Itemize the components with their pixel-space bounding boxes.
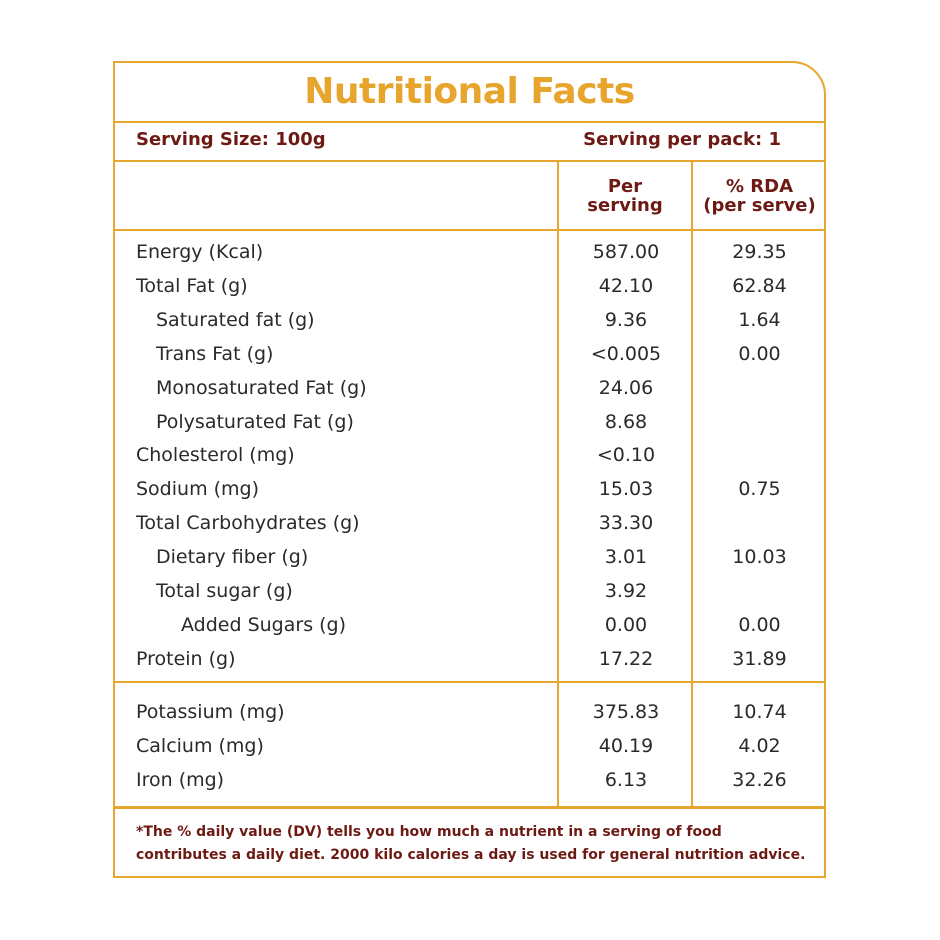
nutrient-name: Total Fat (g) <box>136 274 248 297</box>
table-row: Cholesterol (mg) <0.10 <box>115 438 824 472</box>
column-header-line: Per <box>607 176 643 197</box>
nutrient-name: Energy (Kcal) <box>136 241 264 263</box>
nutrition-facts-panel: Nutritional Facts Serving Size: 100g Ser… <box>113 61 826 878</box>
table-row: Total Carbohydrates (g) 33.30 <box>115 506 824 540</box>
footnote: *The % daily value (DV) tells you how mu… <box>136 824 806 863</box>
nutrient-name: Dietary fiber (g) <box>156 546 309 569</box>
rda-value: 1.64 <box>738 308 781 331</box>
column-divider <box>691 160 693 808</box>
serving-size: Serving Size: 100g <box>136 129 326 150</box>
column-header-line: serving <box>587 195 663 216</box>
table-row: Polysaturated Fat (g) 8.68 <box>115 405 824 439</box>
nutrient-name: Monosaturated Fat (g) <box>156 376 367 399</box>
column-header-per-serving: Per serving <box>559 177 691 215</box>
nutrient-name: Potassium (mg) <box>136 701 285 723</box>
table-row: Calcium (mg) 40.19 4.02 <box>115 729 824 763</box>
rda-value: 10.74 <box>732 701 787 723</box>
nutrient-name: Saturated fat (g) <box>156 308 315 331</box>
column-header-rda: % RDA (per serve) <box>693 177 826 215</box>
rda-value: 0.00 <box>738 342 781 365</box>
table-row: Energy (Kcal) 587.00 29.35 <box>115 235 824 269</box>
nutrient-name: Trans Fat (g) <box>156 342 274 365</box>
nutrient-name: Total Carbohydrates (g) <box>136 512 360 535</box>
table-row: Iron (mg) 6.13 32.26 <box>115 763 824 797</box>
per-serving-value: 3.01 <box>604 546 648 569</box>
divider <box>115 681 824 683</box>
per-serving-value: 9.36 <box>604 308 648 331</box>
divider <box>115 229 824 231</box>
per-serving-value: 587.00 <box>592 241 660 263</box>
rda-value: 4.02 <box>738 735 781 757</box>
nutrient-name: Cholesterol (mg) <box>136 444 295 467</box>
table-row: Total Fat (g) 42.10 62.84 <box>115 269 824 303</box>
per-serving-value: 0.00 <box>604 613 648 636</box>
table-row: Protein (g) 17.22 31.89 <box>115 642 824 676</box>
rda-value: 10.03 <box>732 546 787 569</box>
nutrient-name: Total sugar (g) <box>156 580 293 602</box>
nutrient-name: Calcium (mg) <box>136 735 264 757</box>
per-serving-value: 375.83 <box>592 701 660 723</box>
per-serving-value: 6.13 <box>604 769 648 791</box>
per-serving-value: <0.005 <box>590 342 662 365</box>
table-row: Monosaturated Fat (g) 24.06 <box>115 371 824 405</box>
divider <box>115 806 824 809</box>
nutrient-name: Polysaturated Fat (g) <box>156 410 354 433</box>
table-row: Potassium (mg) 375.83 10.74 <box>115 695 824 729</box>
per-serving-value: 3.92 <box>604 580 648 602</box>
rda-value: 31.89 <box>732 647 787 670</box>
per-serving-value: 8.68 <box>604 410 648 433</box>
nutrient-name: Added Sugars (g) <box>181 613 347 636</box>
column-header-line: (per serve) <box>703 195 816 216</box>
table-row: Trans Fat (g) <0.005 0.00 <box>115 337 824 371</box>
table-row: Added Sugars (g) 0.00 0.00 <box>115 608 824 642</box>
nutrient-name: Iron (mg) <box>136 769 225 791</box>
table-row: Total sugar (g) 3.92 <box>115 574 824 608</box>
nutrient-name: Protein (g) <box>136 647 236 670</box>
per-serving-value: 24.06 <box>598 376 654 399</box>
divider <box>115 121 824 123</box>
per-serving-value: 40.19 <box>598 735 654 757</box>
per-serving-value: 17.22 <box>598 647 654 670</box>
per-serving-value: <0.10 <box>596 444 656 467</box>
table-row: Saturated fat (g) 9.36 1.64 <box>115 303 824 337</box>
rda-value: 62.84 <box>732 274 787 297</box>
per-serving-value: 15.03 <box>598 478 654 501</box>
nutrient-name: Sodium (mg) <box>136 478 260 501</box>
rda-value: 32.26 <box>732 769 787 791</box>
per-serving-value: 42.10 <box>598 274 654 297</box>
panel-title: Nutritional Facts <box>304 71 635 112</box>
per-serving-value: 33.30 <box>598 512 654 535</box>
divider <box>115 160 824 162</box>
column-divider <box>557 160 559 808</box>
rda-value: 0.75 <box>738 478 781 501</box>
table-row: Sodium (mg) 15.03 0.75 <box>115 472 824 506</box>
serving-per-pack: Serving per pack: 1 <box>583 129 781 150</box>
column-header-line: % RDA <box>725 176 794 197</box>
rda-value: 0.00 <box>738 613 781 636</box>
rda-value: 29.35 <box>732 241 787 263</box>
table-row: Dietary fiber (g) 3.01 10.03 <box>115 540 824 574</box>
